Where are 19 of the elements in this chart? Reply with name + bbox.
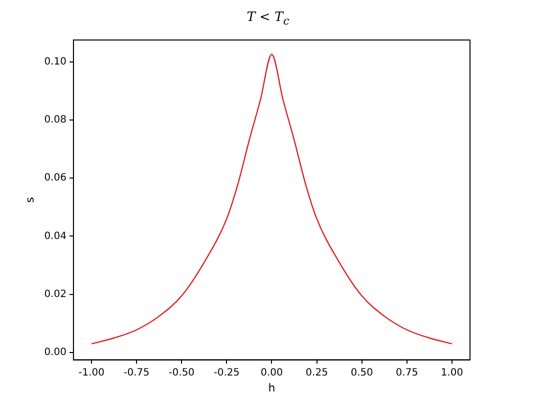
y-tick-label: 0.02 (44, 288, 66, 300)
x-tick-label: 1.00 (440, 367, 464, 378)
chart-title: T < T$_{c}$ (246, 10, 290, 28)
x-tick-label: -0.25 (214, 367, 240, 378)
y-tick-label: 0.10 (44, 56, 66, 68)
x-tick-label: -0.75 (124, 367, 150, 378)
y-tick-label: 0.06 (44, 172, 66, 184)
x-tick-label: 0.25 (306, 367, 328, 378)
x-tick-label: 0.75 (396, 367, 418, 378)
y-tick-label: 0.00 (44, 347, 66, 358)
x-tick-label: -1.00 (78, 367, 104, 378)
x-tick-label: -0.50 (168, 367, 195, 378)
x-axis-title: h (268, 381, 276, 394)
y-axis-title: s (23, 196, 36, 203)
x-tick-label: 0.00 (260, 367, 283, 378)
y-tick-label: 0.04 (44, 230, 66, 242)
x-tick-label: 0.50 (350, 367, 373, 378)
line-series (90, 54, 453, 344)
y-tick-label: 0.08 (44, 114, 66, 126)
